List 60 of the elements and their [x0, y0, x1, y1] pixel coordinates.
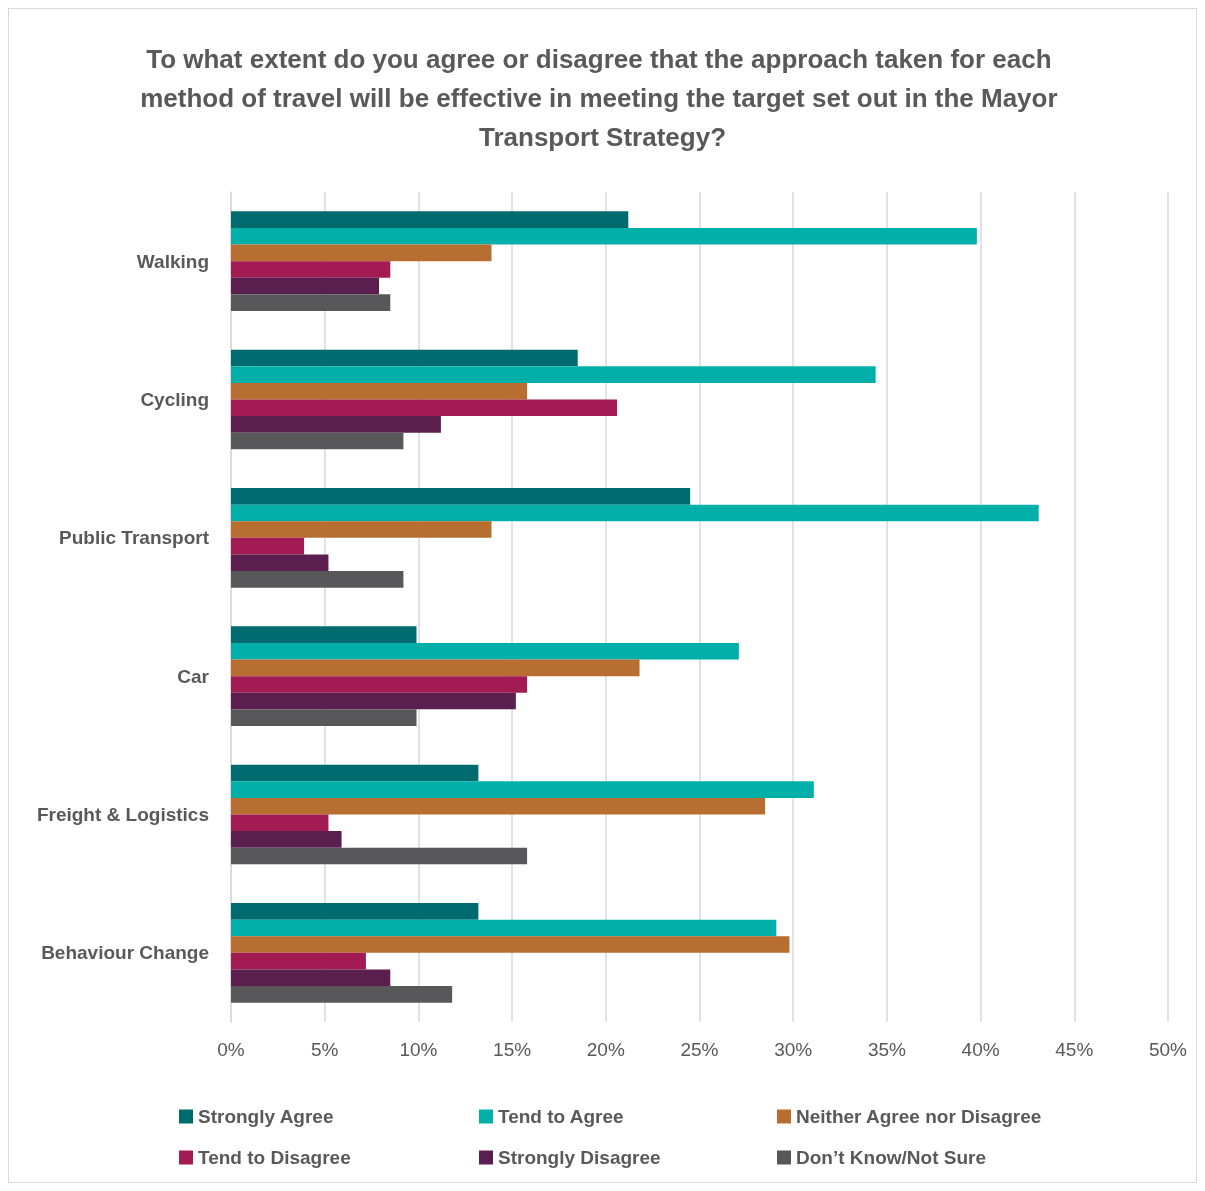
bar: [231, 432, 404, 450]
bar: [231, 676, 528, 693]
x-tick-label: 30%: [774, 1039, 813, 1060]
bar: [231, 261, 391, 278]
bar: [231, 903, 479, 920]
bar: [231, 554, 329, 572]
x-tick-label: 25%: [680, 1039, 719, 1060]
bar: [231, 521, 492, 538]
y-tick-label: Cycling: [140, 389, 209, 410]
y-tick-label: Public Transport: [59, 527, 210, 549]
y-tick-label: Freight & Logistics: [36, 804, 209, 825]
bar: [231, 571, 404, 588]
bar: [231, 294, 391, 311]
legend-label: Don’t Know/Not Sure: [796, 1147, 986, 1168]
bar: [231, 642, 739, 660]
bar: [231, 764, 479, 782]
bar: [231, 227, 977, 245]
y-tick-label: Walking: [136, 250, 209, 272]
bar: [231, 919, 777, 937]
legend-label: Strongly Disagree: [498, 1147, 661, 1168]
legend-label: Tend to Disagree: [198, 1147, 351, 1168]
x-tick-label: 45%: [1055, 1039, 1094, 1060]
x-tick-label: 35%: [867, 1039, 907, 1060]
y-tick-label: Car: [177, 665, 210, 687]
x-tick-label: 5%: [310, 1039, 339, 1060]
legend-label: Strongly Agree: [198, 1106, 334, 1127]
x-tick-label: 0%: [217, 1039, 245, 1060]
y-tick-label: Behaviour Change: [41, 942, 209, 964]
x-tick-label: 15%: [493, 1039, 532, 1060]
bar: [231, 537, 305, 555]
bar: [231, 952, 366, 970]
bar: [231, 626, 417, 643]
chart-title: To what extent do you agree or disagree that the approach taken for each method of travel will be effective in meeting the target set out in the Mayor Transport Strategy?: [140, 43, 1065, 152]
bar: [231, 399, 618, 417]
x-tick-label: 40%: [961, 1039, 1000, 1060]
bar: [231, 831, 342, 848]
bar: [231, 847, 528, 865]
x-tick-label: 10%: [399, 1039, 438, 1060]
bar: [231, 277, 380, 295]
bar: [231, 349, 578, 367]
bar: [231, 211, 629, 228]
x-tick-label: 50%: [1148, 1039, 1188, 1060]
bar: [231, 797, 766, 815]
bar: [231, 366, 876, 383]
bar: [231, 781, 814, 798]
bar: [231, 814, 329, 832]
bar: [231, 416, 441, 433]
x-tick-label: 20%: [586, 1039, 625, 1060]
bar: [231, 382, 528, 400]
bar: [231, 244, 492, 262]
bar: [231, 504, 1039, 522]
bar: [231, 969, 391, 987]
bar: [231, 659, 640, 677]
bar: [231, 936, 790, 953]
bar: [231, 986, 453, 1003]
legend-label: Neither Agree nor Disagree: [796, 1106, 1042, 1127]
legend-label: Tend to Agree: [498, 1106, 624, 1127]
bar: [231, 709, 417, 726]
bar: [231, 692, 516, 710]
bar: [231, 488, 691, 505]
